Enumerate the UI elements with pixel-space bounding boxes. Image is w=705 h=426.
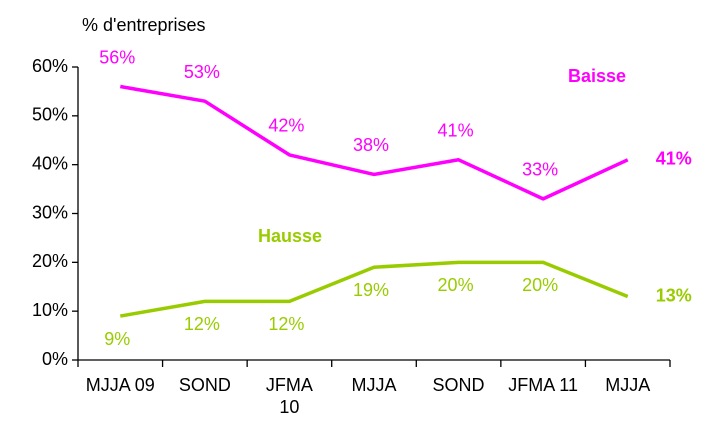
y-tick-label: 40% (32, 153, 68, 173)
data-label: 12% (184, 314, 220, 334)
y-tick-label: 60% (32, 56, 68, 76)
series-line (119, 260, 629, 318)
x-tick-label: SOND (178, 375, 231, 395)
data-label: 13% (656, 285, 692, 305)
series-name: Baisse (568, 66, 626, 86)
data-label: 20% (438, 275, 474, 295)
x-tick-label: SOND (432, 375, 485, 395)
data-label: 20% (522, 275, 558, 295)
y-axis-label: % d'entreprises (82, 15, 206, 35)
y-tick-label: 30% (32, 202, 68, 222)
x-tick-label: JFMA 11 (508, 375, 578, 395)
x-tick-label: MJJA (605, 375, 651, 395)
data-label: 42% (268, 116, 304, 136)
data-label: 12% (268, 314, 304, 334)
y-tick-label: 20% (32, 251, 68, 271)
data-label: 56% (99, 47, 135, 67)
data-label: 9% (104, 329, 130, 349)
y-tick-label: 0% (42, 349, 68, 369)
data-label: 53% (184, 62, 220, 82)
x-tick-label: MJJA 09 (85, 375, 155, 395)
data-label: 19% (353, 280, 389, 300)
data-label: 38% (353, 135, 389, 155)
series-name: Hausse (258, 226, 322, 246)
series-line (119, 84, 629, 201)
x-tick-label: MJJA (351, 375, 397, 395)
x-tick-label: JFMA 10 (265, 375, 313, 417)
y-tick-label: 10% (32, 300, 68, 320)
data-label: 41% (656, 149, 692, 169)
data-label: 33% (522, 160, 558, 180)
data-label: 41% (438, 121, 474, 141)
y-tick-label: 50% (32, 105, 68, 125)
